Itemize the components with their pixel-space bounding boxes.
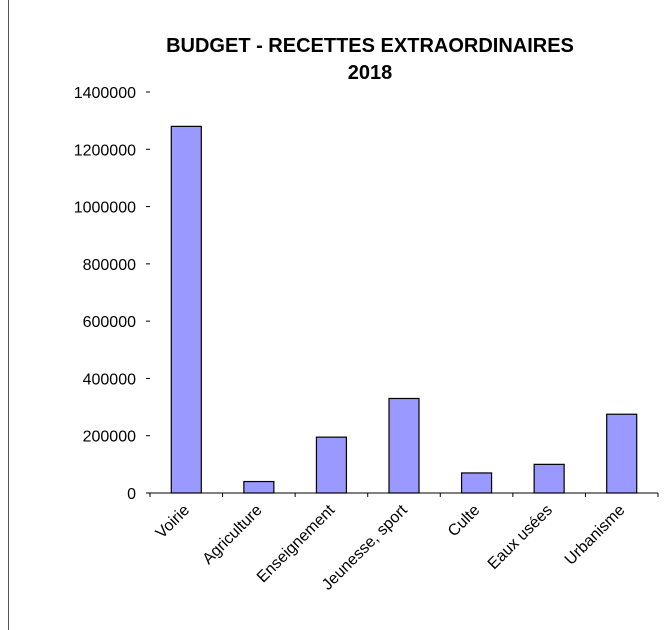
y-tick-label: 1200000 — [74, 142, 136, 159]
bar-1 — [243, 480, 275, 494]
y-tick-label: 800000 — [83, 257, 136, 274]
bar-5 — [533, 463, 565, 494]
x-category-label: Culte — [445, 502, 484, 541]
bar-6 — [606, 413, 638, 494]
y-tick-label: 1000000 — [74, 200, 136, 217]
y-tick-label: 1400000 — [74, 85, 136, 102]
bar-0 — [170, 125, 202, 494]
y-tick-label: 200000 — [83, 429, 136, 446]
x-category-label: Agriculture — [200, 502, 266, 568]
y-tick-label: 0 — [127, 486, 136, 503]
y-axis-ticks: 0 200000 400000 600000 800000 1000000 1200000 1… — [74, 85, 150, 503]
x-category-label: Urbanisme — [562, 502, 629, 569]
chart-title-line-1: BUDGET - RECETTES EXTRAORDINAIRES — [166, 35, 574, 57]
bar-3 — [388, 397, 420, 494]
y-tick-label: 600000 — [83, 314, 136, 331]
bars-group — [170, 125, 638, 494]
bar-4 — [460, 472, 493, 494]
x-category-label: Voirie — [153, 502, 193, 542]
x-category-label: Eaux usées — [485, 502, 556, 573]
left-border-line — [8, 0, 9, 630]
chart-title-line-2: 2018 — [348, 62, 393, 84]
bar-2 — [315, 436, 348, 494]
y-tick-label: 400000 — [83, 371, 136, 388]
